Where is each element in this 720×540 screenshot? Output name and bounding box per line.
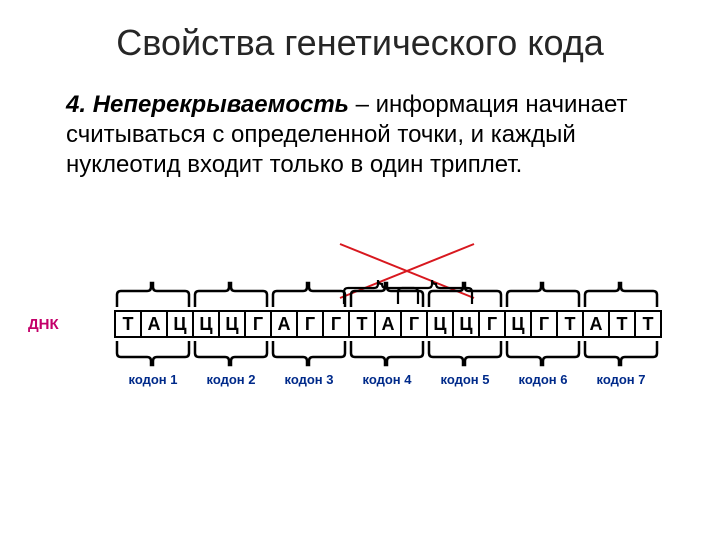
- codon-bracket: [504, 340, 582, 368]
- codon-bracket: [270, 280, 348, 308]
- dnk-label: ДНК: [28, 316, 59, 333]
- nucleotide-cell: Ц: [192, 310, 220, 338]
- codon-bracket: [426, 280, 504, 308]
- nucleotide-cell: Т: [348, 310, 376, 338]
- nucleotide-cell: Ц: [452, 310, 480, 338]
- nucleotide-cell: Т: [114, 310, 142, 338]
- codon-label: кодон 3: [270, 372, 348, 387]
- codon-bracket: [192, 280, 270, 308]
- codon-bracket: [426, 340, 504, 368]
- nucleotide-cell: Г: [322, 310, 350, 338]
- codon-label: кодон 4: [348, 372, 426, 387]
- nucleotide-cell: А: [374, 310, 402, 338]
- codon-bracket: [192, 340, 270, 368]
- top-brackets: [114, 280, 660, 308]
- property-name: Неперекрываемость: [93, 91, 349, 118]
- nucleotide-cell: Ц: [504, 310, 532, 338]
- codon-label: кодон 7: [582, 372, 660, 387]
- nucleotide-cell: Ц: [218, 310, 246, 338]
- property-number: 4.: [66, 91, 86, 118]
- codon-label: кодон 6: [504, 372, 582, 387]
- nucleotide-cell: А: [582, 310, 610, 338]
- nucleotide-cell: Т: [634, 310, 662, 338]
- slide-title: Свойства генетического кода: [40, 22, 680, 64]
- nucleotide-row: ТАЦЦЦГАГГТАГЦЦГЦГТАТТ: [114, 310, 662, 338]
- codon-labels: кодон 1кодон 2кодон 3кодон 4кодон 5кодон…: [114, 372, 660, 387]
- nucleotide-cell: Ц: [166, 310, 194, 338]
- nucleotide-cell: Г: [530, 310, 558, 338]
- slide: Свойства генетического кода 4. Неперекры…: [0, 0, 720, 540]
- nucleotide-cell: Г: [478, 310, 506, 338]
- property-text: 4. Неперекрываемость – информация начина…: [40, 90, 680, 180]
- nucleotide-cell: А: [140, 310, 168, 338]
- codon-label: кодон 1: [114, 372, 192, 387]
- nucleotide-cell: Т: [556, 310, 584, 338]
- nucleotide-cell: Ц: [426, 310, 454, 338]
- property-separator: –: [349, 91, 376, 118]
- codon-bracket: [582, 280, 660, 308]
- nucleotide-cell: Т: [608, 310, 636, 338]
- codon-label: кодон 2: [192, 372, 270, 387]
- codon-bracket: [114, 340, 192, 368]
- codon-bracket: [348, 340, 426, 368]
- codon-bracket: [270, 340, 348, 368]
- dna-diagram: ДНК ТАЦЦЦГАГГТАГЦЦГЦГТАТТ кодон 1кодон 2…: [40, 254, 680, 424]
- nucleotide-cell: Г: [400, 310, 428, 338]
- codon-label: кодон 5: [426, 372, 504, 387]
- codon-bracket: [582, 340, 660, 368]
- codon-bracket: [504, 280, 582, 308]
- codon-bracket: [114, 280, 192, 308]
- bottom-brackets: [114, 340, 660, 368]
- nucleotide-cell: Г: [244, 310, 272, 338]
- nucleotide-cell: А: [270, 310, 298, 338]
- codon-bracket: [348, 280, 426, 308]
- nucleotide-cell: Г: [296, 310, 324, 338]
